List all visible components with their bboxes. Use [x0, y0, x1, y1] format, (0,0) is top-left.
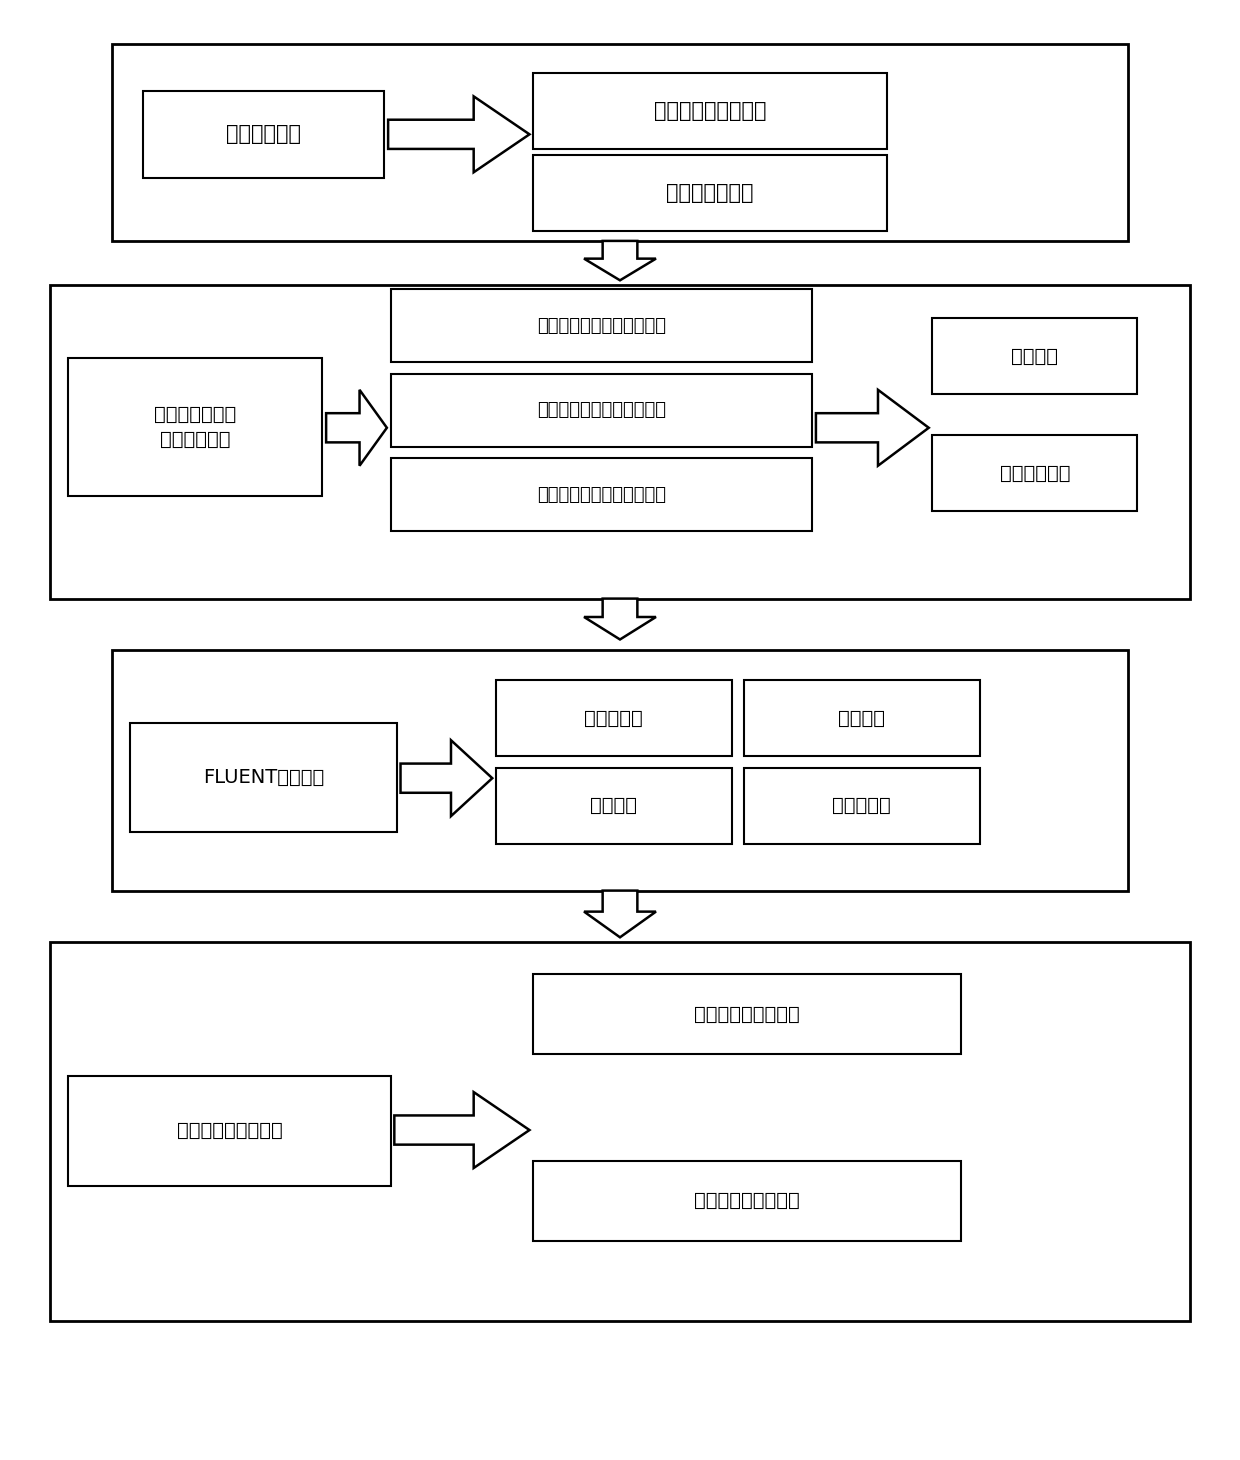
Text: 绘制仿真外特性曲线: 绘制仿真外特性曲线	[694, 1004, 800, 1023]
Bar	[112, 44, 1128, 241]
Text: 提取计算模型: 提取计算模型	[226, 124, 301, 145]
Bar	[391, 289, 812, 362]
Text: 导轮全流道六面体网格生成: 导轮全流道六面体网格生成	[537, 486, 666, 504]
Text: 交界面处理: 交界面处理	[584, 708, 644, 729]
Polygon shape	[816, 390, 929, 466]
Bar	[496, 768, 732, 844]
Text: 仿真与实验数据对比: 仿真与实验数据对比	[176, 1121, 283, 1140]
Polygon shape	[584, 241, 656, 280]
Text: 求解器选择: 求解器选择	[832, 796, 892, 816]
Bar	[533, 1161, 961, 1241]
Bar	[932, 435, 1137, 511]
Text: 涡轮全流道六面体网格生成: 涡轮全流道六面体网格生成	[537, 402, 666, 419]
Bar	[130, 723, 397, 832]
Text: 湍流模型: 湍流模型	[590, 796, 637, 816]
Bar	[744, 680, 980, 756]
Text: 变矩器全流道六
面体网格生成: 变矩器全流道六 面体网格生成	[154, 404, 237, 450]
Polygon shape	[584, 599, 656, 639]
Text: 绘制试验外特性曲线: 绘制试验外特性曲线	[694, 1191, 800, 1210]
Bar	[112, 650, 1128, 891]
Text: FLUENT数值计算: FLUENT数值计算	[203, 768, 324, 787]
Bar	[932, 318, 1137, 394]
Bar	[533, 155, 887, 231]
Text: 提取全流道模型: 提取全流道模型	[666, 182, 754, 203]
Bar	[533, 73, 887, 149]
Polygon shape	[584, 891, 656, 937]
Bar	[68, 358, 322, 496]
Polygon shape	[401, 740, 492, 816]
Bar	[533, 974, 961, 1054]
Polygon shape	[388, 96, 529, 172]
Text: 泵轮全流道六面体网格生成: 泵轮全流道六面体网格生成	[537, 317, 666, 334]
Bar	[68, 1076, 391, 1186]
Bar	[391, 374, 812, 447]
Bar	[744, 768, 980, 844]
Polygon shape	[394, 1092, 529, 1168]
Text: 提取变矩器的循环圆: 提取变矩器的循环圆	[653, 101, 766, 121]
Bar	[496, 680, 732, 756]
Text: 装配网格: 装配网格	[1012, 346, 1058, 366]
Bar	[50, 285, 1190, 599]
Text: 松弛因子: 松弛因子	[838, 708, 885, 729]
Bar	[143, 91, 384, 178]
Bar	[391, 458, 812, 531]
Text: 设置边界条件: 设置边界条件	[999, 463, 1070, 483]
Bar	[50, 942, 1190, 1321]
Polygon shape	[326, 390, 387, 466]
